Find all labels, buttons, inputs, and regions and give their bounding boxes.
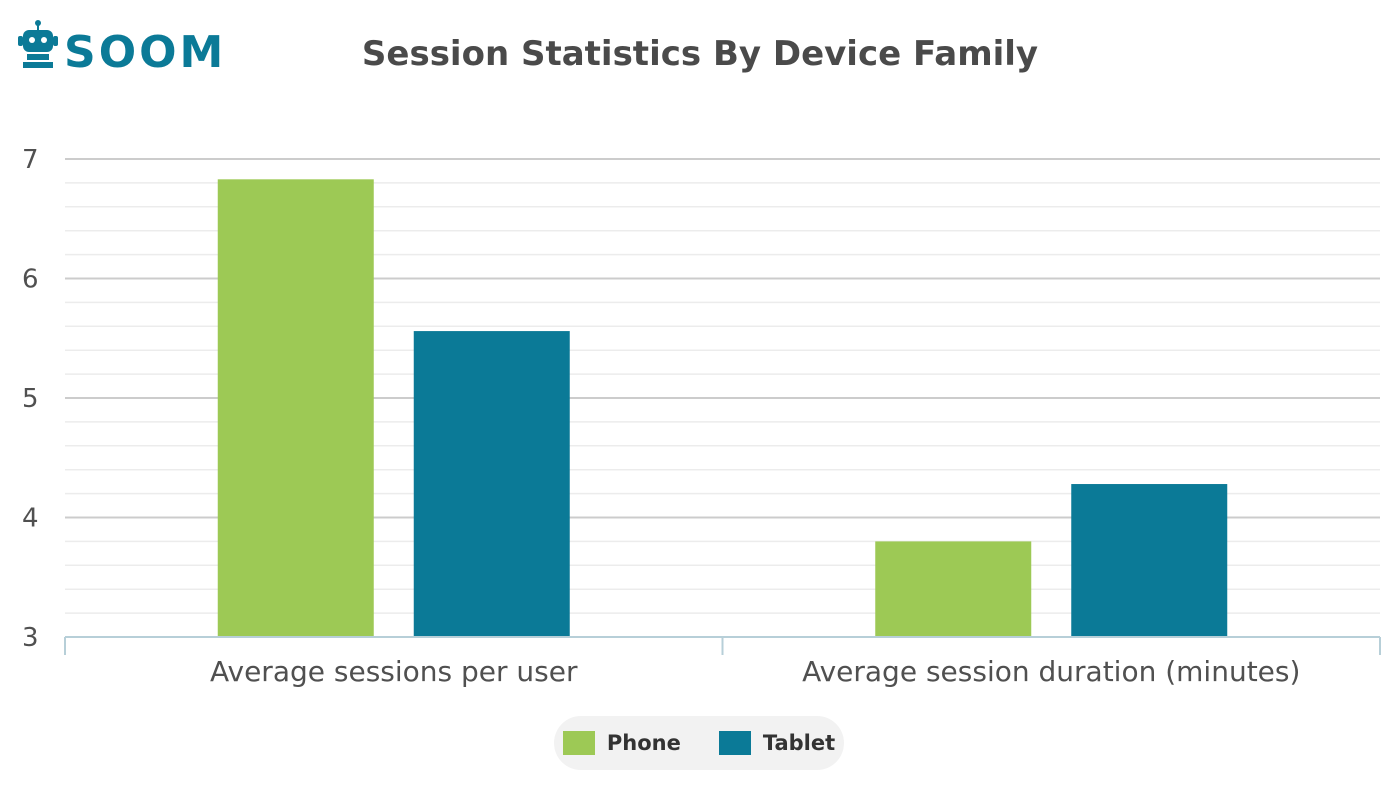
legend-label: Phone (606, 731, 681, 755)
logo-wordmark: SOOMLA (64, 27, 228, 74)
legend-item-phone[interactable]: Phone (562, 731, 681, 755)
bar-phone-0[interactable] (217, 179, 374, 637)
y-tick-label: 3 (22, 623, 39, 653)
legend-swatch (718, 731, 751, 755)
y-tick-label: 7 (22, 145, 39, 175)
chart-title: Session Statistics By Device Family (361, 34, 1039, 74)
x-category-label: Average sessions per user (210, 655, 578, 688)
y-tick-label: 5 (22, 384, 39, 414)
legend-label: Tablet (762, 731, 836, 755)
bar-tablet-1[interactable] (1071, 484, 1228, 637)
bar-phone-1[interactable] (875, 541, 1032, 637)
x-axis-labels: Average sessions per user Average session… (210, 655, 1300, 688)
legend-item-tablet[interactable]: Tablet (718, 731, 836, 755)
bar-tablet-0[interactable] (413, 331, 570, 637)
soomla-logo: SOOMLA (18, 20, 228, 74)
legend: Phone Tablet (554, 716, 844, 770)
bars (217, 179, 1228, 637)
y-tick-label: 6 (22, 265, 39, 295)
x-category-label: Average session duration (minutes) (802, 655, 1300, 688)
y-tick-label: 4 (22, 504, 39, 534)
y-axis-ticks: 3 4 5 6 7 (22, 145, 39, 653)
legend-swatch (562, 731, 595, 755)
x-axis (64, 636, 1381, 655)
robot-icon (18, 20, 58, 68)
